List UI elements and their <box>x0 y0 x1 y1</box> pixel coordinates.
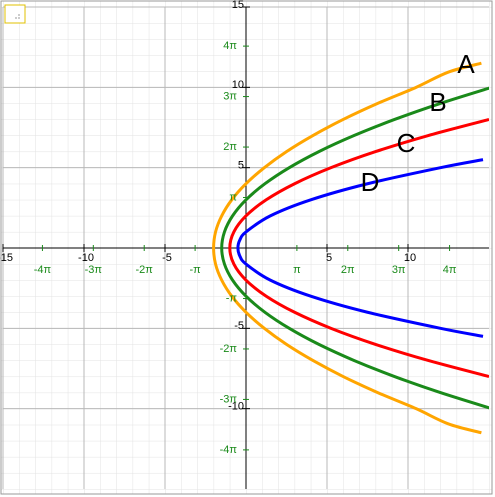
curve <box>212 61 482 435</box>
x-tick-label: 10 <box>404 252 416 264</box>
curve-label: B <box>429 87 446 117</box>
x-tick-label: -15 <box>0 252 13 264</box>
y-tick-label: -10 <box>228 401 244 413</box>
pi-y-tick-label: -2π <box>220 343 238 355</box>
pi-x-tick-label: 4π <box>443 264 457 276</box>
curve <box>236 158 484 338</box>
pi-x-tick-label: -4π <box>34 264 52 276</box>
pi-x-tick-label: π <box>293 264 301 276</box>
pi-x-tick-label: -2π <box>136 264 154 276</box>
curve-label: C <box>397 128 416 158</box>
pi-x-tick-label: -π <box>189 264 201 276</box>
y-tick-label: 10 <box>232 79 244 91</box>
pi-x-tick-label: 3π <box>392 264 406 276</box>
y-tick-label: 15 <box>232 0 244 11</box>
pi-y-tick-label: -4π <box>220 444 238 456</box>
pi-y-tick-label: -π <box>226 292 238 304</box>
pi-y-tick-label: 3π <box>223 90 237 102</box>
x-tick-label: 5 <box>326 252 332 264</box>
pi-y-tick-label: -3π <box>220 393 238 405</box>
pi-y-tick-label: π <box>229 191 237 203</box>
x-tick-label: -5 <box>162 252 172 264</box>
x-tick-label: -10 <box>78 252 94 264</box>
pi-y-tick-label: 2π <box>223 141 237 153</box>
pi-x-tick-label: 2π <box>341 264 355 276</box>
curve <box>220 86 489 410</box>
curve <box>228 118 489 378</box>
y-tick-label: 5 <box>238 160 244 172</box>
pi-x-tick-label: -3π <box>85 264 103 276</box>
curve-label: A <box>457 49 475 79</box>
pi-y-tick-label: 4π <box>223 40 237 52</box>
settings-icon[interactable] <box>4 4 26 24</box>
curve-label: D <box>361 167 380 197</box>
y-tick-label: -5 <box>234 320 244 332</box>
